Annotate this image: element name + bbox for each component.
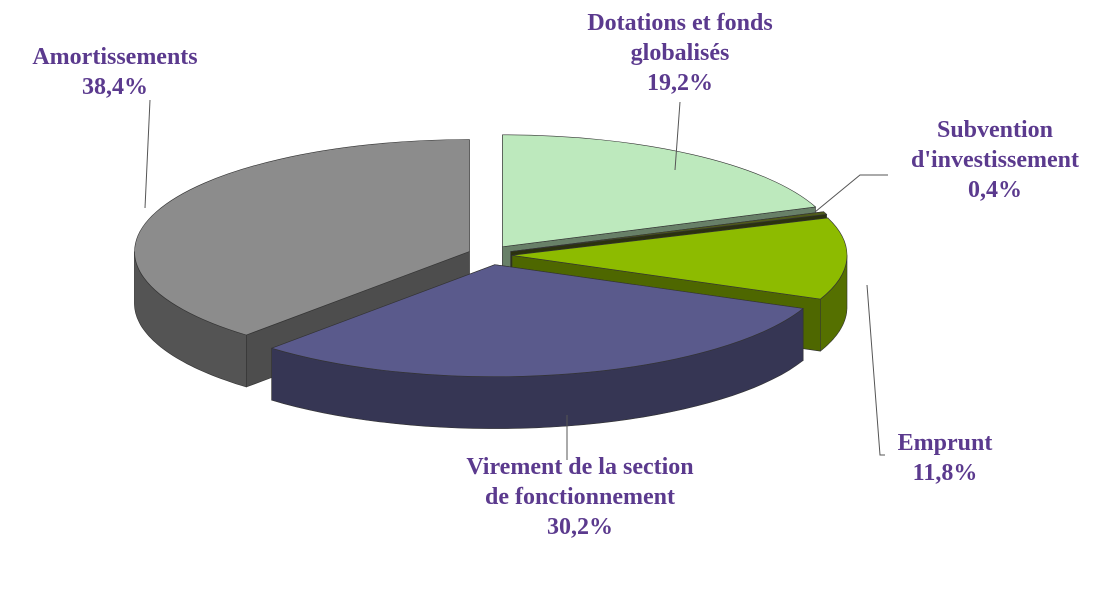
slice bbox=[510, 211, 828, 252]
slice bbox=[270, 264, 804, 377]
category-name: Amortissements bbox=[32, 44, 198, 70]
leader-line bbox=[674, 101, 681, 171]
leader-line bbox=[144, 99, 151, 209]
category-name: Emprunt bbox=[897, 430, 993, 456]
slice-label: Virement de la section de fonctionnement… bbox=[460, 452, 700, 542]
slice-label: Dotations et fonds globalisés 19,2% bbox=[560, 8, 800, 98]
slice-label: Amortissements 38,4% bbox=[5, 42, 225, 102]
slice-label: Subvention d'investissement 0,4% bbox=[895, 115, 1095, 205]
value-label: 38,4% bbox=[82, 74, 148, 100]
leader-line bbox=[866, 284, 885, 456]
slice bbox=[134, 139, 470, 336]
slice-label: Emprunt 11,8% bbox=[865, 428, 1025, 488]
slice bbox=[502, 134, 817, 248]
value-label: 30,2% bbox=[547, 514, 613, 540]
category-name: Dotations et fonds globalisés bbox=[587, 10, 773, 66]
slice bbox=[511, 217, 848, 300]
category-name: Virement de la section de fonctionnement bbox=[466, 454, 694, 510]
category-name: Subvention d'investissement bbox=[911, 117, 1079, 173]
value-label: 0,4% bbox=[968, 177, 1022, 203]
value-label: 11,8% bbox=[912, 460, 978, 486]
value-label: 19,2% bbox=[647, 70, 713, 96]
leader-line bbox=[814, 174, 888, 213]
